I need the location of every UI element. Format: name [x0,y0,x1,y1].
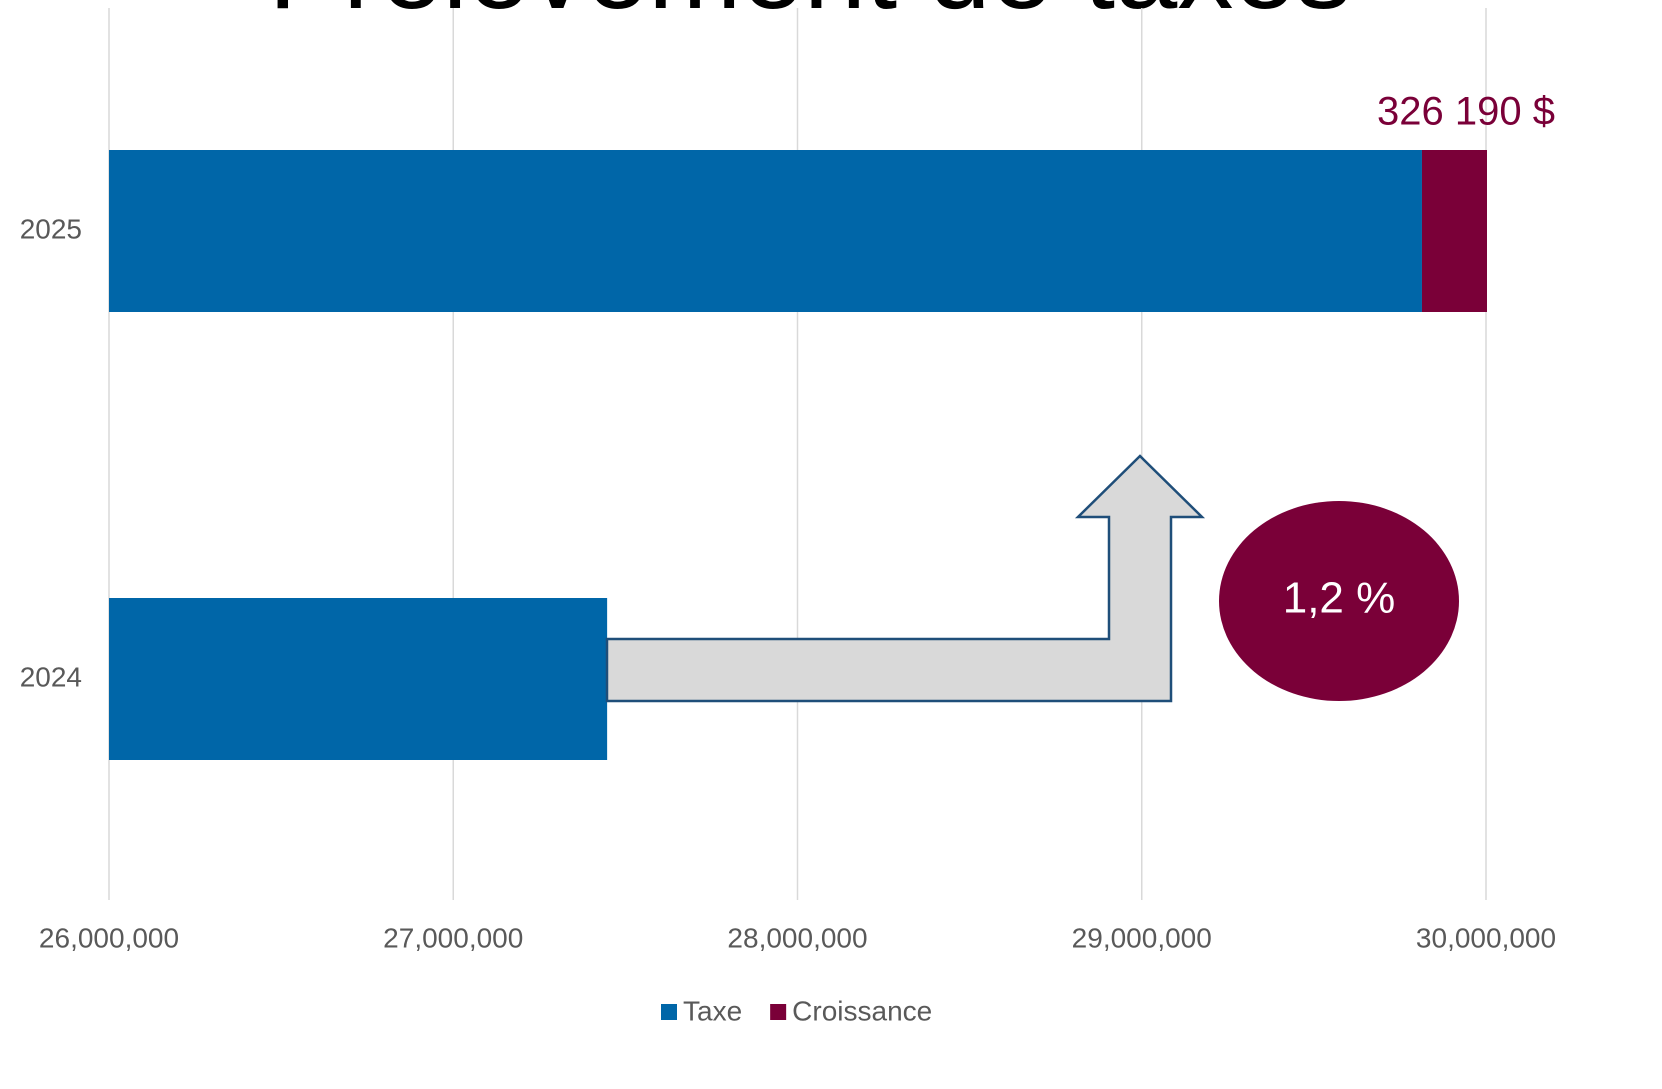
y-tick-label: 2025 [20,213,82,244]
growth-arrow [605,454,1206,703]
x-tick-label: 30,000,000 [1416,922,1556,953]
grid [108,8,1487,900]
x-tick-label: 28,000,000 [727,922,867,953]
x-tick-label: 27,000,000 [383,922,523,953]
y-tick-label: 2024 [20,661,82,692]
growth-badge [1219,501,1459,701]
legend: Taxe Croissance [661,995,932,1026]
x-tick-label: 26,000,000 [39,922,179,953]
legend-swatch [661,1004,677,1020]
chart-title: Prélèvement de taxes [268,0,1351,32]
labels: 26,000,000 27,000,000 28,000,000 29,000,000… [20,90,1556,954]
bar-segment [109,598,608,760]
bar-segment [109,150,1422,312]
legend-label: Taxe [683,995,742,1026]
bar-segment [1421,150,1487,312]
legend-swatch [770,1004,787,1020]
legend-label: Croissance [792,995,932,1026]
growth-annotation: 1,2 % [1283,574,1396,623]
data-label: 326 190 $ [1377,90,1555,134]
x-tick-label: 29,000,000 [1072,922,1212,953]
bars [109,150,1487,760]
